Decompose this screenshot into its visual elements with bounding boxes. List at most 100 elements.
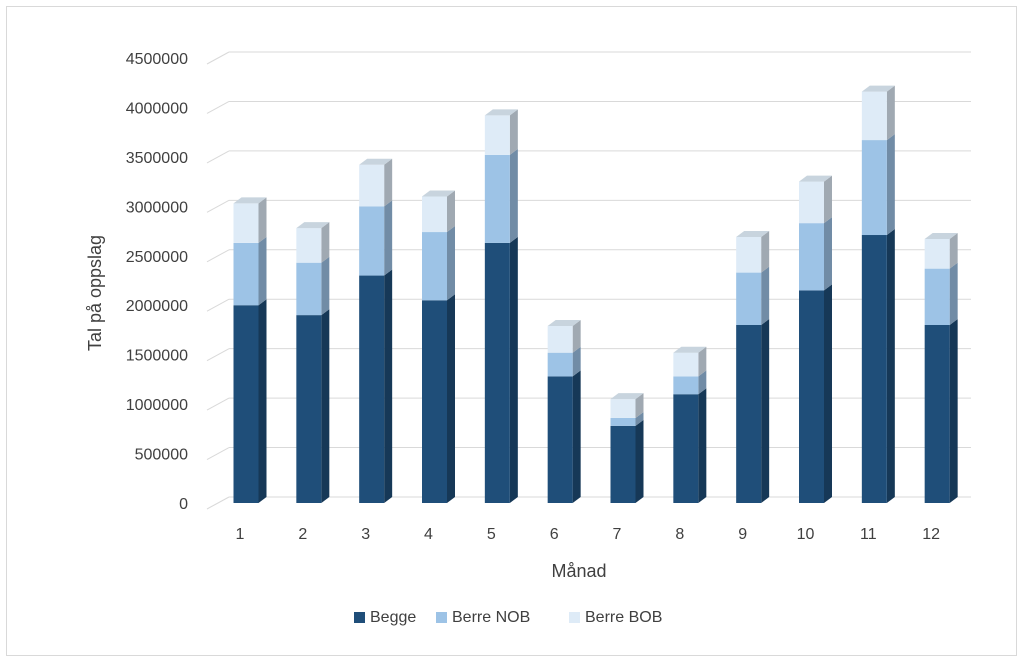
bar-side	[258, 197, 267, 243]
bar-top	[233, 197, 267, 204]
bar-top	[673, 346, 707, 353]
bar-segment-berre-nob	[799, 223, 824, 291]
legend-swatch	[569, 612, 580, 623]
bar-side	[509, 236, 518, 503]
bar-segment-berre-nob	[924, 268, 950, 325]
bar-side	[949, 232, 958, 269]
bar-side	[635, 411, 644, 426]
bar-top	[359, 158, 393, 165]
bar-side	[572, 346, 581, 377]
bar-segment-begge	[233, 305, 259, 503]
gridline-diagonal	[206, 496, 230, 510]
bar-side	[761, 230, 770, 273]
chart-frame: 0 500000 1000000 1500000 2000000 2500000 30000…	[6, 6, 1017, 656]
stacked-bar-chart: 0 500000 1000000 1500000 2000000 2500000 30000…	[85, 51, 971, 626]
bar-side	[698, 370, 707, 395]
x-tick-label: 2	[298, 526, 307, 543]
bar-segment-berre-bob	[547, 325, 573, 353]
bar-segment-berre-bob	[924, 238, 950, 269]
y-tick-label: 1000000	[126, 397, 188, 414]
bar-segment-begge	[547, 376, 573, 503]
bar-side	[572, 319, 581, 353]
bar-segment-berre-nob	[547, 352, 573, 377]
x-tick-label: 7	[613, 526, 622, 543]
gridline-diagonal	[206, 101, 230, 114]
bar-top	[610, 393, 644, 400]
bar-side	[258, 236, 267, 306]
bar-side	[384, 200, 393, 276]
x-axis-label: Månad	[551, 561, 606, 581]
bar-segment-berre-bob	[861, 91, 887, 141]
bar-side	[321, 256, 330, 316]
bar-top	[484, 109, 518, 116]
bar-top	[799, 175, 832, 182]
bar-segment-berre-bob	[296, 228, 322, 263]
bar-top	[861, 85, 895, 92]
x-tick-label: 10	[797, 526, 815, 543]
legend-item: Begge	[354, 609, 416, 626]
gridlines	[206, 51, 971, 510]
bar-segment-begge	[484, 242, 510, 503]
bar-segment-berre-nob	[296, 262, 322, 316]
bar-side	[321, 222, 330, 263]
bar-segment-begge	[296, 315, 322, 503]
bar-side	[635, 419, 644, 503]
bar-top	[736, 230, 770, 237]
bar-side	[447, 294, 455, 503]
y-tick-label: 3500000	[126, 150, 188, 167]
x-tick-label: 1	[236, 526, 245, 543]
y-tick-label: 1500000	[126, 348, 188, 365]
bar-side	[384, 158, 393, 207]
bar-segment-berre-bob	[799, 181, 824, 224]
bar-top	[547, 319, 581, 326]
legend-item: Berre BOB	[569, 609, 662, 626]
y-tick-label: 3000000	[126, 199, 188, 216]
legend-label: Begge	[370, 609, 416, 626]
bar-segment-berre-nob	[861, 140, 887, 236]
bar-side	[886, 229, 895, 503]
bar-side	[572, 370, 581, 503]
y-tick-label: 0	[179, 496, 188, 513]
bar-segment-berre-bob	[359, 164, 385, 207]
bar-side	[447, 226, 455, 301]
bar-segment-begge	[610, 425, 636, 503]
bar-side	[886, 85, 895, 141]
legend: Begge Berre NOB Berre BOB	[354, 609, 662, 626]
bar-side	[509, 148, 518, 243]
bars	[233, 85, 958, 503]
bar-side	[698, 346, 707, 377]
bar-segment-begge	[359, 275, 385, 503]
x-tick-label: 6	[550, 526, 559, 543]
legend-label: Berre NOB	[452, 609, 530, 626]
gridline-diagonal	[206, 150, 230, 164]
y-tick-label: 4000000	[126, 100, 188, 117]
bar-segment-berre-nob	[484, 154, 510, 243]
bar-segment-berre-bob	[673, 352, 699, 377]
bar-segment-begge	[673, 394, 699, 503]
y-tick-label: 2500000	[126, 249, 188, 266]
bar-segment-berre-nob	[736, 272, 762, 325]
bar-segment-berre-bob	[610, 399, 636, 418]
bar-side	[509, 109, 518, 155]
bar-side	[761, 319, 770, 503]
bar-side	[949, 319, 958, 503]
x-tick-labels: 1 2 3 4 5 6 7 8 9 10 11 12	[236, 526, 941, 543]
bar-side	[824, 175, 832, 224]
bar-top	[296, 222, 330, 229]
bar-side	[824, 217, 832, 291]
gridline-diagonal	[206, 348, 230, 362]
y-axis-label: Tal på oppslag	[85, 235, 105, 351]
bar-side	[824, 284, 832, 503]
gridline-diagonal	[206, 397, 230, 411]
bar-segment-berre-bob	[736, 236, 762, 273]
y-tick-labels: 0 500000 1000000 1500000 2000000 2500000 30000…	[126, 51, 188, 513]
bar-side	[698, 388, 707, 503]
bar-segment-berre-nob	[610, 417, 636, 426]
x-tick-label: 4	[424, 526, 433, 543]
bar-segment-berre-nob	[233, 242, 259, 306]
bar-segment-begge	[924, 325, 950, 503]
bar-side	[258, 299, 267, 503]
bar-side	[949, 262, 958, 325]
bar-segment-begge	[799, 290, 824, 503]
y-tick-label: 500000	[135, 447, 188, 464]
